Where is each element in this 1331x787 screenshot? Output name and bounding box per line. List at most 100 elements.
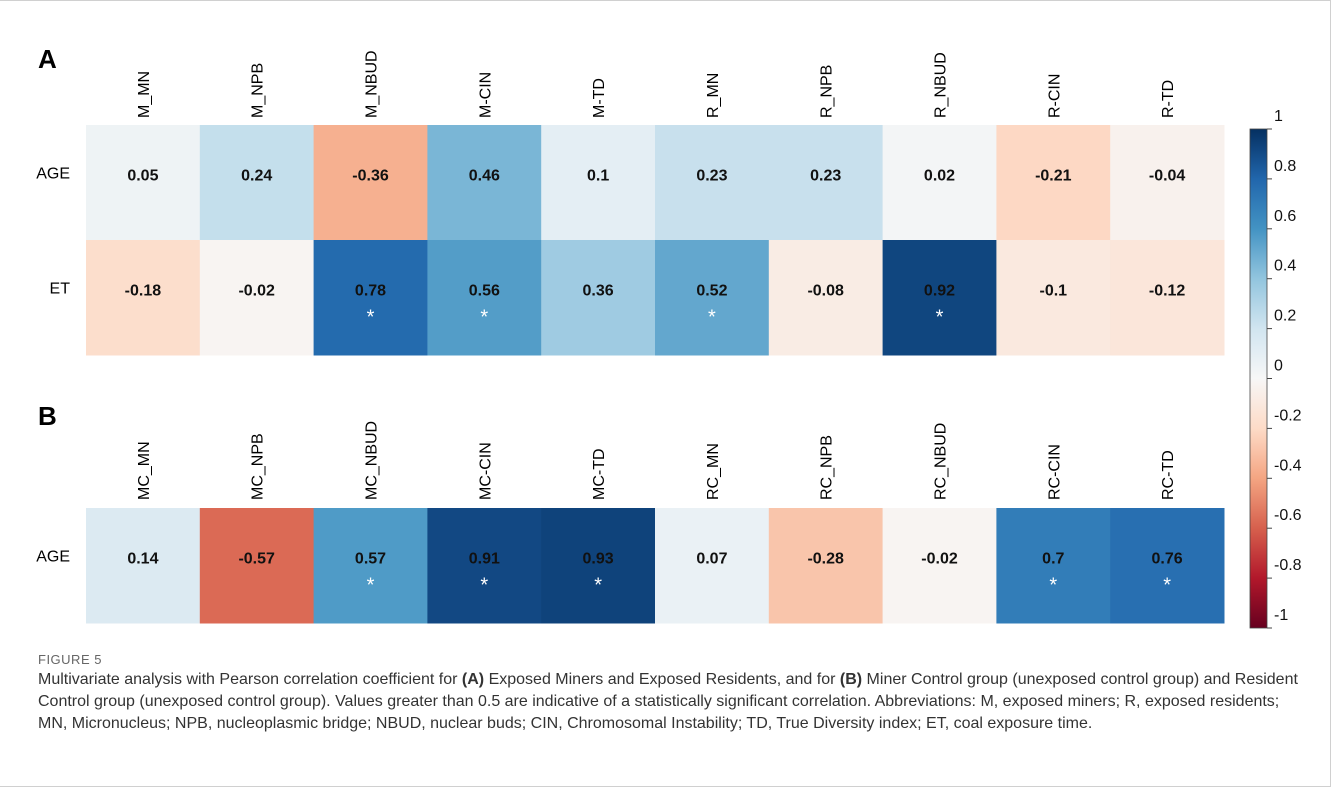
- significance-marker: *: [708, 307, 716, 329]
- column-label: M_MN: [136, 71, 153, 118]
- cell-value: 0.23: [810, 168, 841, 185]
- heatmap-cell: [313, 240, 428, 356]
- caption-segment: (B): [839, 671, 863, 688]
- column-label: RC_MN: [705, 443, 722, 500]
- heatmap-cell: [655, 508, 770, 624]
- heatmap-cell: [541, 240, 656, 356]
- cell-value: -0.18: [125, 283, 162, 300]
- significance-marker: *: [367, 307, 375, 329]
- cell-value: -0.12: [1149, 283, 1186, 300]
- cell-value: 0.93: [583, 551, 614, 568]
- cell-value: 0.7: [1042, 551, 1064, 568]
- caption-segment: Exposed Miners and Exposed Residents, an…: [484, 671, 840, 688]
- colorbar-tick-label: -1: [1274, 607, 1288, 624]
- cell-value: 0.1: [587, 168, 609, 185]
- cell-value: -0.21: [1035, 168, 1072, 185]
- cell-value: 0.78: [355, 283, 386, 300]
- column-label: R_NPB: [819, 65, 836, 118]
- cell-value: 0.91: [469, 551, 500, 568]
- heatmap-cell: [882, 240, 997, 356]
- caption-segment: Miner Control group (unexposed control g…: [38, 671, 1298, 732]
- significance-marker: *: [1049, 575, 1057, 597]
- heatmap-cell: [199, 508, 315, 624]
- figure-caption: Multivariate analysis with Pearson corre…: [38, 669, 1300, 735]
- heatmap-cell: [882, 125, 997, 241]
- colorbar: [1249, 128, 1268, 629]
- heatmap-cell: [541, 508, 656, 624]
- heatmap-cell: [768, 508, 884, 624]
- cell-value: 0.92: [924, 283, 955, 300]
- column-label: RC-CIN: [1046, 444, 1063, 500]
- colorbar-tick-label: 0.8: [1274, 158, 1296, 175]
- heatmap-cell: [996, 508, 1111, 624]
- significance-marker: *: [1163, 575, 1171, 597]
- cell-value: 0.05: [127, 168, 158, 185]
- heatmap-cell: [996, 240, 1111, 356]
- column-label: R_MN: [705, 73, 722, 118]
- column-label: M_NBUD: [364, 50, 381, 118]
- cell-value: 0.52: [696, 283, 727, 300]
- column-label: R_NBUD: [933, 52, 950, 118]
- heatmap-cell: [655, 125, 770, 241]
- caption-segment: Multivariate analysis with Pearson corre…: [38, 671, 462, 688]
- heatmap-cell: [199, 240, 315, 356]
- colorbar-tick-label: 0.6: [1274, 208, 1296, 225]
- heatmap-cell: [427, 125, 542, 241]
- column-label: RC_NBUD: [933, 423, 950, 500]
- cell-value: 0.76: [1152, 551, 1183, 568]
- cell-value: 0.36: [583, 283, 614, 300]
- heatmap-cell: [1110, 125, 1225, 241]
- cell-value: 0.14: [127, 551, 158, 568]
- significance-marker: *: [936, 307, 944, 329]
- column-label: R-TD: [1160, 80, 1177, 118]
- significance-marker: *: [594, 575, 602, 597]
- cell-value: -0.02: [921, 551, 958, 568]
- caption-segment: (A): [461, 671, 485, 688]
- panel-label-A: A: [38, 44, 57, 74]
- column-label: M-TD: [591, 78, 608, 118]
- heatmap-cell: [768, 125, 884, 241]
- figure-label: FIGURE 5: [38, 652, 102, 667]
- cell-value: 0.02: [924, 168, 955, 185]
- column-label: MC_MN: [136, 441, 153, 500]
- column-label: MC_NBUD: [364, 421, 381, 500]
- column-label: R-CIN: [1046, 74, 1063, 118]
- cell-value: -0.1: [1040, 283, 1068, 300]
- heatmap-cell: [655, 240, 770, 356]
- heatmap-cell: [1110, 508, 1225, 624]
- cell-value: -0.36: [352, 168, 389, 185]
- cell-value: -0.02: [238, 283, 275, 300]
- cell-value: -0.28: [807, 551, 844, 568]
- heatmap-cell: [313, 508, 428, 624]
- cell-value: 0.23: [696, 168, 727, 185]
- cell-value: -0.57: [238, 551, 275, 568]
- column-label: M_NPB: [250, 63, 267, 118]
- significance-marker: *: [367, 575, 375, 597]
- heatmap-cell: [313, 125, 428, 241]
- cell-value: 0.56: [469, 283, 500, 300]
- row-label: ET: [50, 281, 71, 298]
- significance-marker: *: [480, 307, 488, 329]
- heatmap-cell: [882, 508, 997, 624]
- column-label: MC-CIN: [477, 442, 494, 500]
- colorbar-tick-label: 0: [1274, 358, 1283, 375]
- column-label: MC-TD: [591, 448, 608, 500]
- heatmap-cell: [996, 125, 1111, 241]
- colorbar-tick-label: 1: [1274, 108, 1283, 125]
- cell-value: 0.57: [355, 551, 386, 568]
- colorbar-tick-label: -0.6: [1274, 507, 1302, 524]
- heatmap-cell: [541, 125, 656, 241]
- column-label: RC_NPB: [819, 435, 836, 500]
- heatmap-cell: [1110, 240, 1225, 356]
- cell-value: 0.07: [696, 551, 727, 568]
- heatmap-cell: [86, 240, 201, 356]
- heatmap-cell: [199, 125, 315, 241]
- colorbar-tick-label: -0.8: [1274, 557, 1302, 574]
- colorbar-tick-label: -0.4: [1274, 457, 1302, 474]
- cell-value: -0.08: [807, 283, 844, 300]
- heatmap-cell: [86, 508, 201, 624]
- column-label: RC-TD: [1160, 450, 1177, 500]
- significance-marker: *: [480, 575, 488, 597]
- cell-value: 0.24: [241, 168, 272, 185]
- heatmap-cell: [86, 125, 201, 241]
